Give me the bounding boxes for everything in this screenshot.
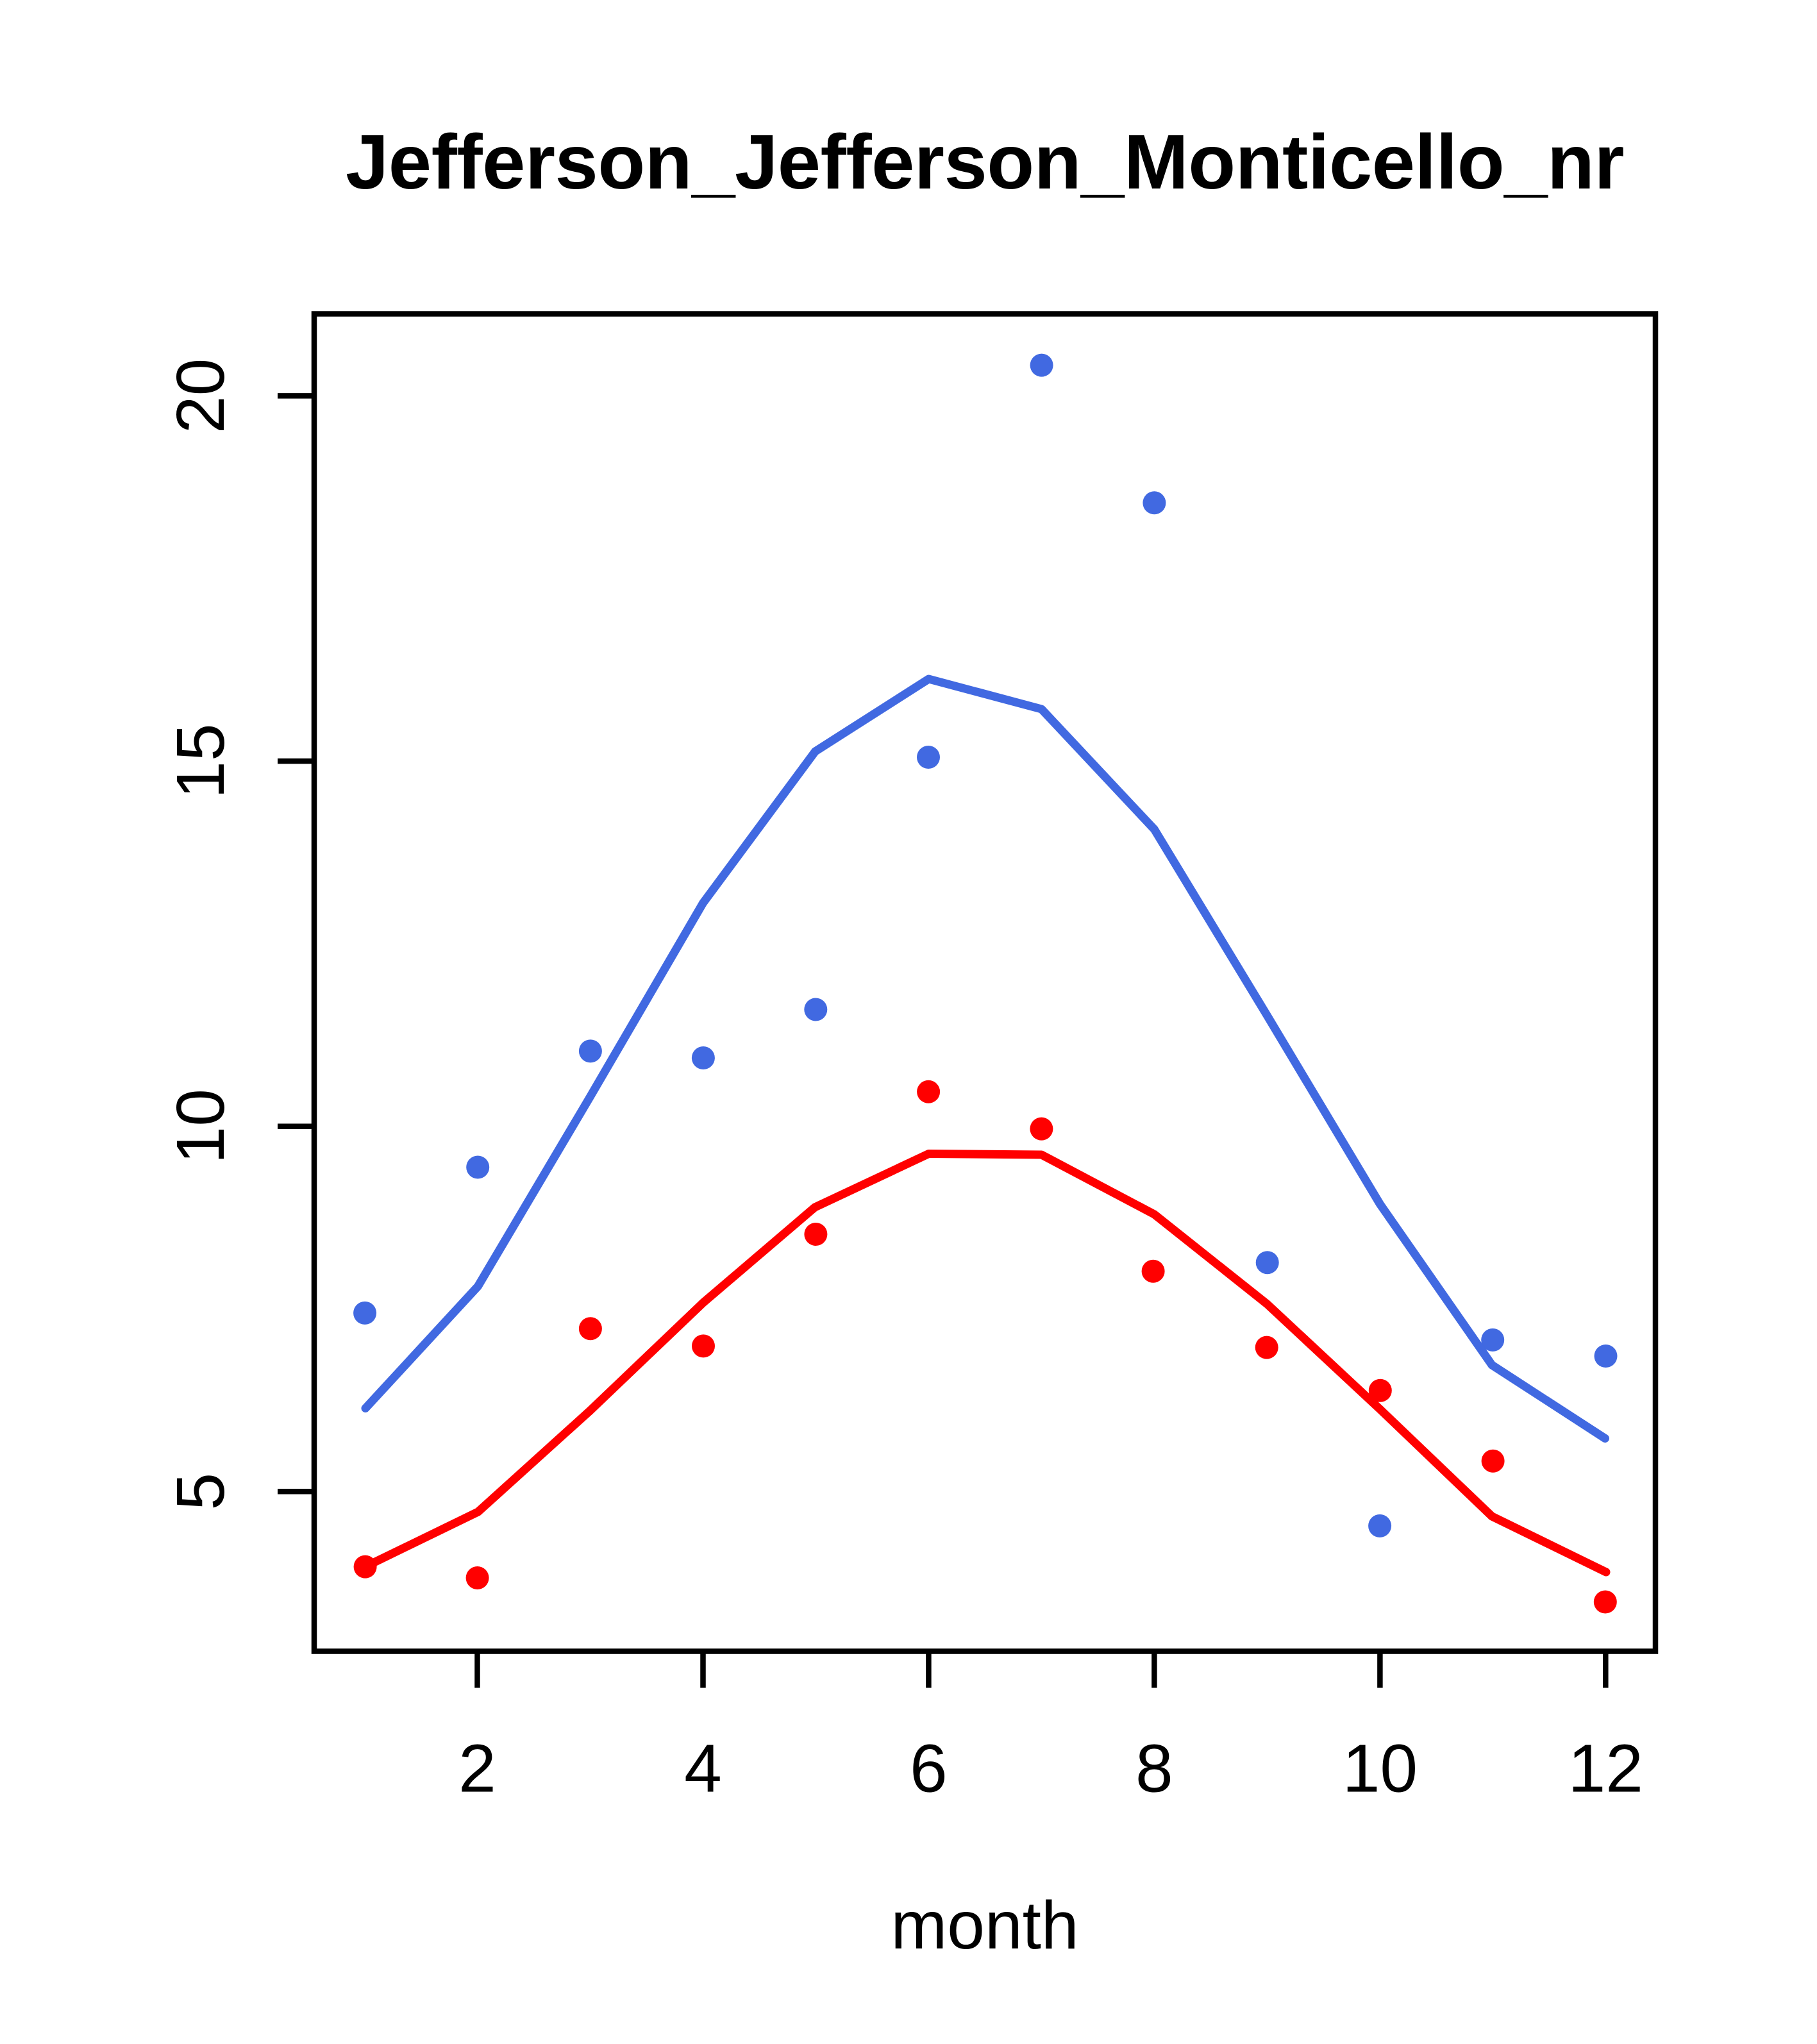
svg-text:8: 8 <box>1135 1731 1173 1807</box>
svg-text:20: 20 <box>163 358 239 433</box>
svg-text:10: 10 <box>163 1089 239 1164</box>
svg-text:2: 2 <box>458 1731 496 1807</box>
svg-text:5: 5 <box>163 1473 239 1511</box>
svg-text:6: 6 <box>910 1731 948 1807</box>
svg-text:4: 4 <box>684 1731 722 1807</box>
svg-text:10: 10 <box>1343 1731 1418 1807</box>
svg-text:Jefferson_Jefferson_Monticello: Jefferson_Jefferson_Monticello_nr <box>346 118 1624 205</box>
svg-text:12: 12 <box>1568 1731 1643 1807</box>
svg-text:15: 15 <box>163 723 239 798</box>
svg-text:month: month <box>891 1888 1078 1963</box>
